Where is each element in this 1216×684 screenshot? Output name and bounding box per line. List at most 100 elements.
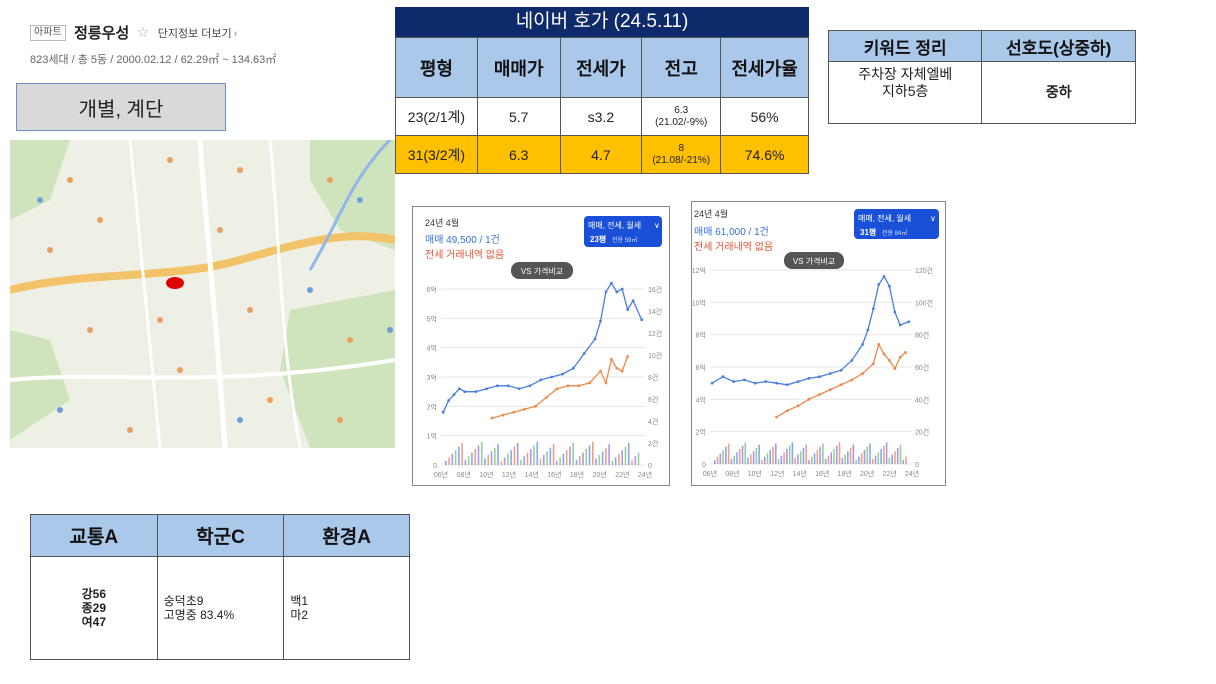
y-tick-label: 12억 — [692, 267, 706, 275]
volume-bar — [487, 455, 490, 465]
series-point — [452, 393, 456, 396]
price-chart-31[interactable]: 24년 4월 매매 61,000 / 1건 전세 거래내역 없음 매매, 전세,… — [691, 201, 946, 486]
series-point — [818, 375, 821, 379]
series-point — [631, 299, 635, 303]
series-point — [550, 375, 554, 379]
cell-size: 31(3/2계) — [395, 135, 478, 174]
y2-tick-label: 0 — [915, 462, 919, 469]
volume-bar — [738, 449, 741, 464]
volume-bar — [783, 452, 785, 464]
series-line — [491, 356, 629, 419]
volume-bar — [747, 457, 749, 464]
complex-summary: 823세대 / 총 5동 / 2000.02.12 / 62.29㎡ ~ 134… — [30, 54, 277, 66]
volume-bar — [877, 452, 880, 464]
volume-bar — [869, 443, 871, 464]
series-point — [893, 367, 897, 371]
x-tick-label: 14년 — [793, 469, 807, 478]
y2-tick-label: 16건 — [648, 285, 662, 294]
volume-bar — [601, 451, 604, 465]
col-preference: 선호도(상중하) — [981, 30, 1136, 62]
chart-sale-summary: 매매 61,000 / 1건 — [694, 226, 769, 238]
volume-bar — [816, 450, 819, 464]
price-chart-23[interactable]: 24년 4월 매매 49,500 / 1건 전세 거래내역 없음 매매, 전세,… — [412, 206, 670, 486]
col-size: 평형 — [395, 37, 478, 98]
series-point — [512, 410, 516, 414]
series-point — [871, 307, 875, 311]
volume-bar — [451, 453, 454, 465]
star-icon[interactable]: ☆ — [136, 24, 150, 40]
volume-bar — [772, 446, 774, 464]
series-point — [528, 384, 532, 388]
location-map[interactable] — [10, 140, 395, 448]
volume-bar — [802, 447, 805, 464]
series-point — [828, 388, 832, 392]
volume-bar — [523, 456, 525, 465]
school-item: 고명중 83.4% — [163, 608, 235, 622]
keyword-line-1: 주차장 자체엘베 — [858, 66, 953, 82]
y2-tick-label: 0 — [648, 463, 652, 470]
series-point — [742, 378, 746, 382]
y2-tick-label: 8건 — [648, 373, 658, 382]
volume-bar — [863, 450, 866, 464]
volume-bar — [769, 450, 772, 464]
volume-bar — [546, 451, 548, 465]
x-tick-label: 22년 — [882, 469, 896, 478]
volume-bar — [741, 445, 744, 464]
volume-bar — [510, 450, 512, 465]
x-tick-label: 12년 — [502, 470, 516, 479]
more-info-link[interactable]: 단지정보 더보기 › — [158, 28, 238, 40]
y2-tick-label: 12건 — [648, 329, 662, 338]
series-point — [861, 372, 864, 375]
volume-bar — [788, 445, 791, 464]
series-point — [850, 378, 854, 382]
volume-bar — [722, 450, 724, 464]
cell-sale: 6.3 — [476, 135, 561, 174]
volume-bar — [860, 453, 863, 464]
y-tick-label: 3억 — [427, 374, 437, 382]
col-ratio: 전세가율 — [720, 37, 809, 98]
volume-bar — [458, 446, 460, 465]
volume-bar — [733, 455, 735, 464]
volume-bar — [780, 455, 783, 464]
x-tick-label: 24년 — [638, 470, 652, 479]
series-point — [566, 384, 570, 388]
volume-bar — [885, 442, 888, 464]
volume-bar — [797, 454, 799, 464]
series-point — [775, 381, 779, 385]
vs-compare-button[interactable]: VS 가격비교 — [511, 262, 573, 279]
x-tick-label: 06년 — [703, 469, 717, 478]
series-point — [626, 308, 630, 311]
series-point — [571, 366, 575, 370]
y-tick-label: 4억 — [427, 345, 437, 353]
school-item: 숭덕초9 — [163, 594, 204, 608]
volume-bar — [556, 461, 558, 465]
chart-filter-button[interactable]: 매매, 전세, 월세 ∨ 31평 전용 84㎡ — [854, 209, 939, 239]
peak-detail: (21.02/-9%) — [655, 116, 708, 128]
series-point — [539, 378, 543, 382]
vs-label: VS 가격비교 — [793, 256, 835, 266]
volume-bar — [805, 444, 808, 464]
vs-compare-button[interactable]: VS 가격비교 — [784, 252, 844, 269]
series-point — [871, 362, 875, 366]
series-point — [785, 383, 789, 387]
series-point — [888, 359, 891, 362]
volume-bar — [719, 453, 722, 464]
filter-label: 매매, 전세, 월세 — [588, 220, 641, 230]
volume-bar — [477, 445, 480, 465]
series-point — [490, 416, 494, 420]
table-row: 23(2/1계) 5.7 s3.2 6.3 (21.02/-9%) 56% — [395, 97, 809, 136]
volume-bar — [533, 445, 535, 465]
series-point — [818, 393, 821, 396]
transport-item: 여47 — [81, 615, 107, 629]
y2-tick-label: 100건 — [915, 298, 933, 307]
series-point — [544, 396, 548, 399]
chart-filter-button[interactable]: 매매, 전세, 월세 ∨ 23평 전용 59㎡ — [584, 216, 662, 247]
series-point — [907, 320, 911, 324]
x-tick-label: 22년 — [615, 470, 629, 479]
series-point — [785, 409, 789, 413]
y-tick-label: 2억 — [427, 403, 437, 411]
volume-bar — [811, 456, 813, 464]
series-point — [615, 290, 619, 294]
volume-bar — [758, 444, 760, 464]
volume-bar — [500, 461, 503, 465]
